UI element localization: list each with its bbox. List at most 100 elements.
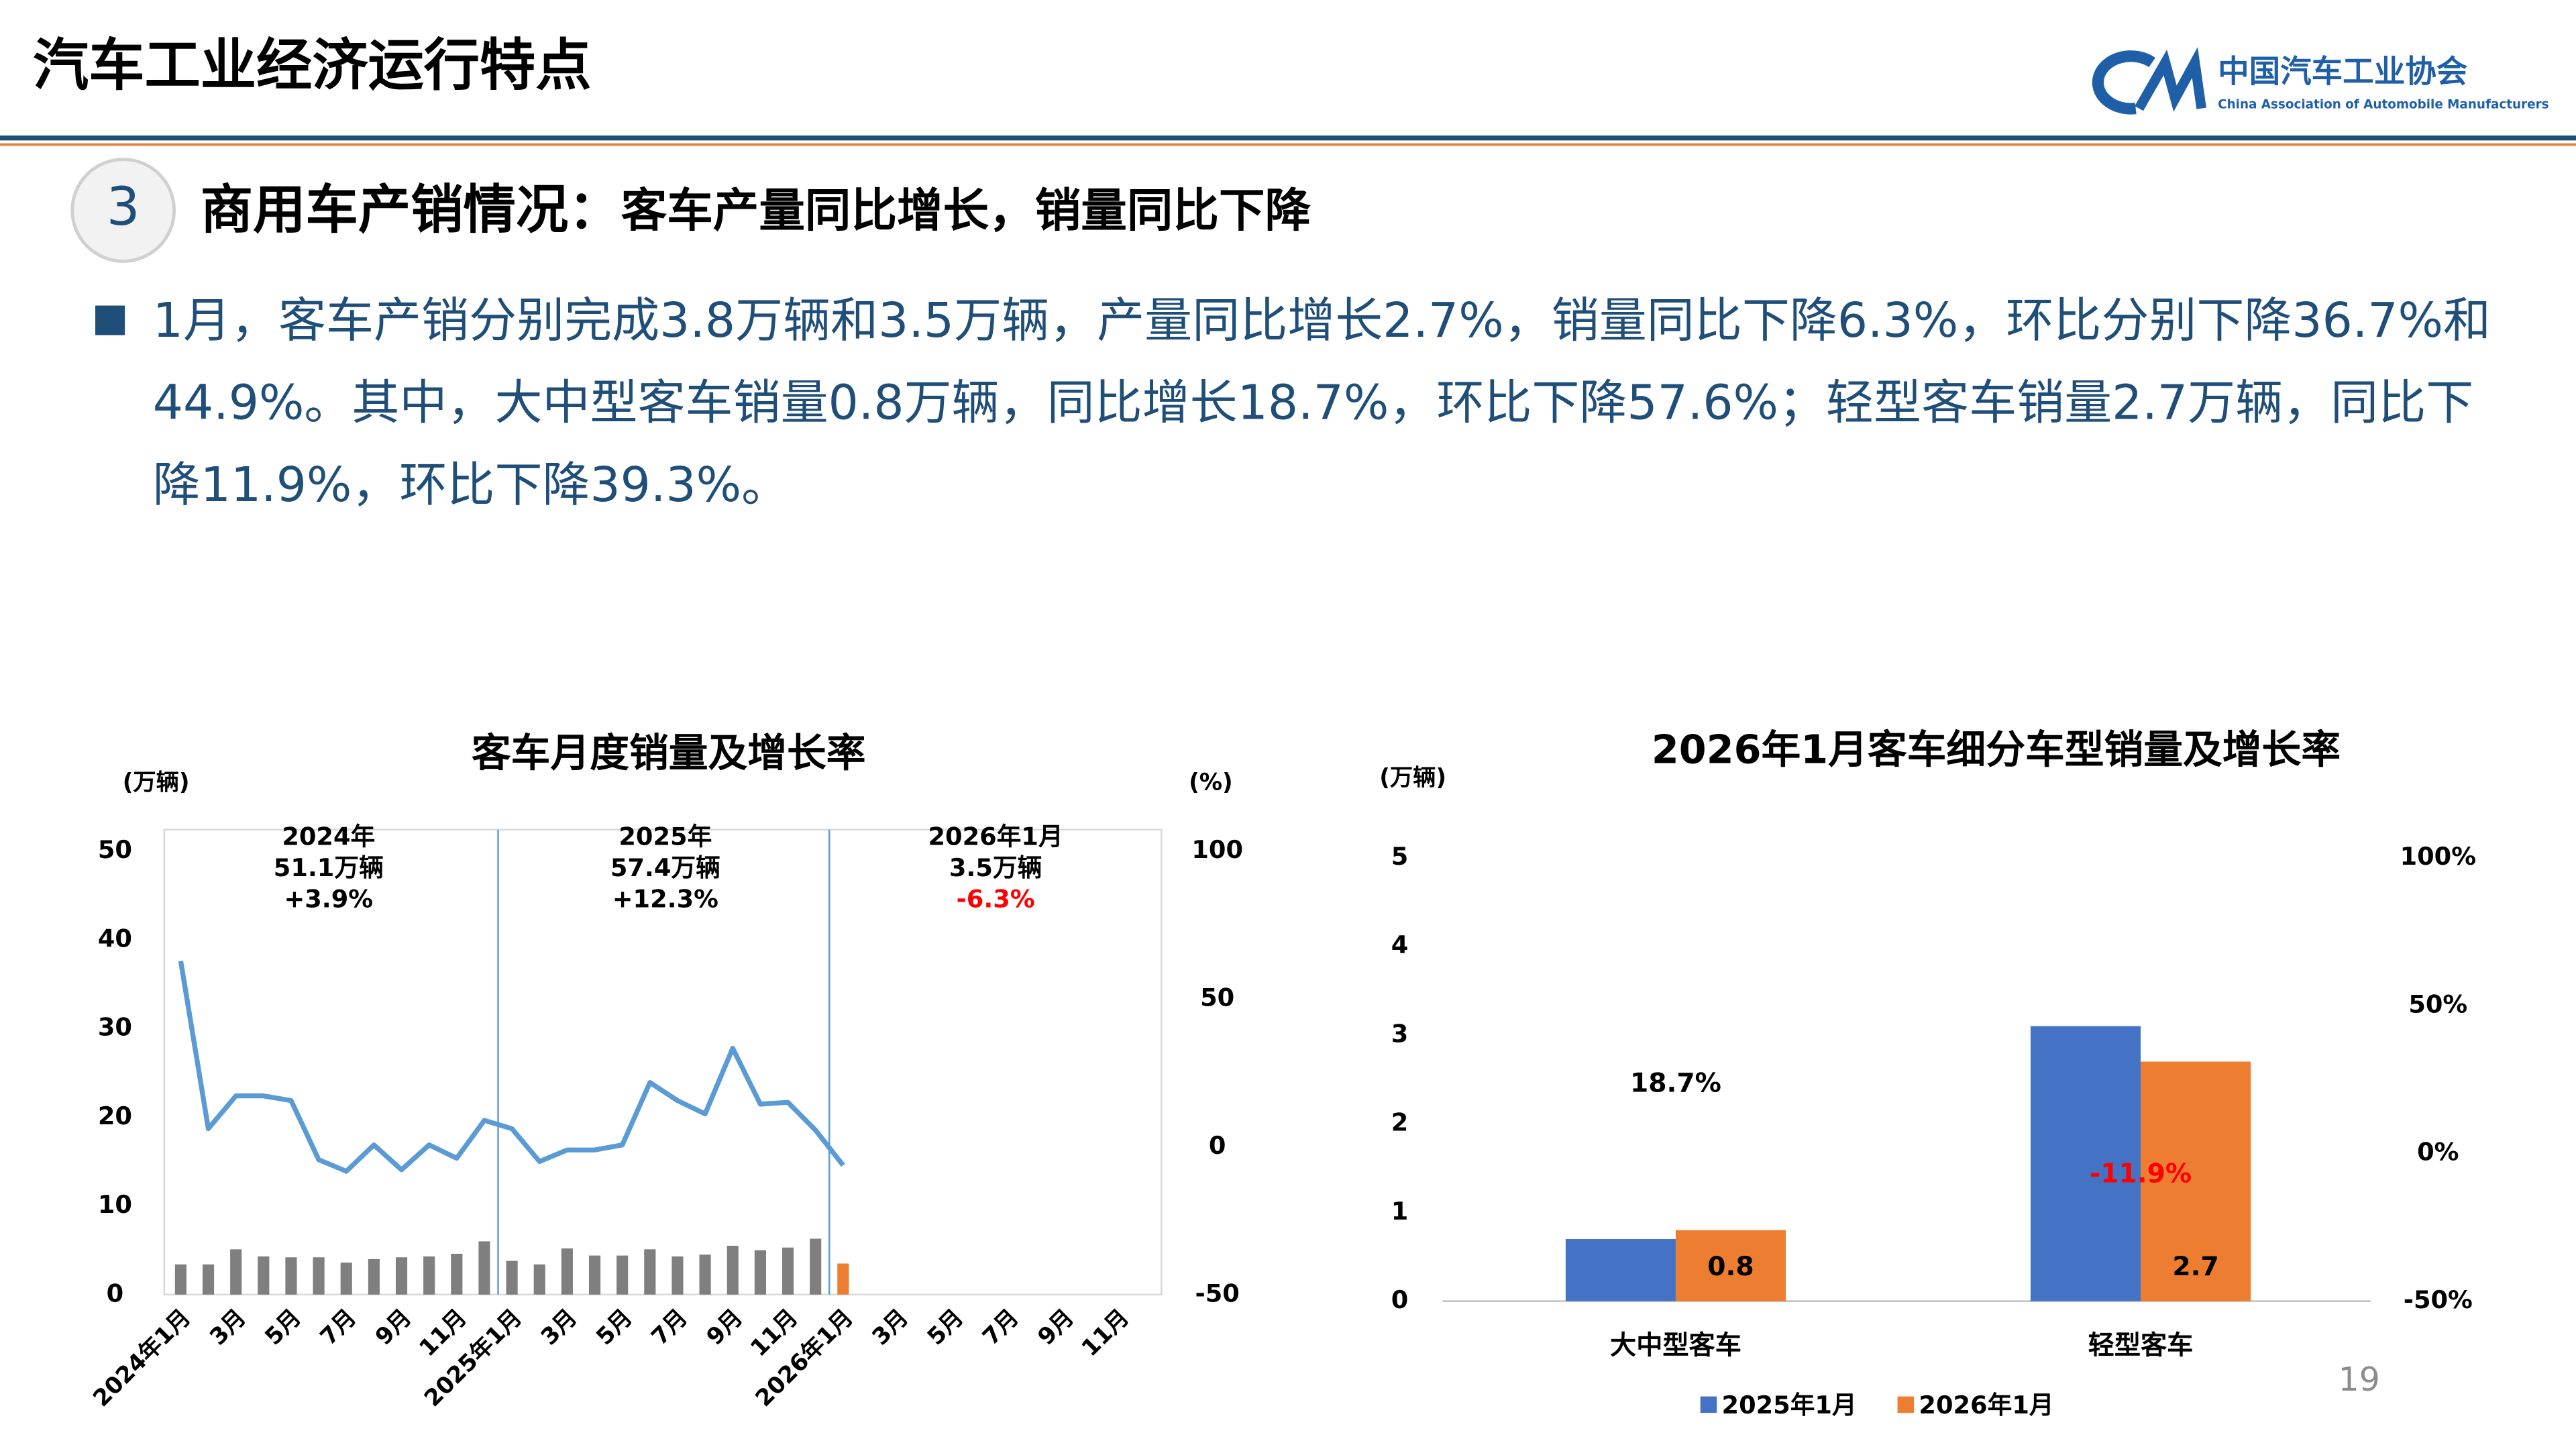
bar	[810, 1238, 822, 1295]
y2-axis-label: (%)	[1189, 769, 1233, 796]
bullet-text: 1月，客车产销分别完成3.8万辆和3.5万辆，产量同比增长2.7%，销量同比下降…	[152, 292, 2491, 513]
page-title: 汽车工业经济运行特点	[33, 33, 592, 98]
page-number: 19	[2339, 1360, 2380, 1399]
bar	[174, 1264, 186, 1295]
org-name: 中国汽车工业协会	[2218, 54, 2468, 90]
bar	[616, 1255, 629, 1295]
x-tick-label: 2024年1月	[88, 1304, 196, 1412]
y-tick-label: 20	[98, 1102, 132, 1130]
bar	[368, 1258, 380, 1295]
data-label: 0.8	[1707, 1252, 1754, 1282]
bar	[782, 1247, 794, 1295]
y-tick-label: 1	[1391, 1197, 1409, 1226]
bar	[230, 1249, 242, 1295]
growth-label: 18.7%	[1630, 1069, 1721, 1099]
annotation: 51.1万辆	[274, 853, 384, 882]
y-axis-label: (万辆)	[1379, 764, 1446, 791]
x-tick-label: 7月	[646, 1304, 692, 1350]
y-tick-label: 10	[98, 1190, 132, 1219]
legend-swatch	[1897, 1396, 1915, 1413]
y2-tick-label: 100%	[2400, 842, 2476, 871]
bar	[2030, 1026, 2141, 1301]
bar	[754, 1250, 766, 1295]
bar	[258, 1256, 270, 1295]
y-tick-label: 4	[1391, 930, 1409, 959]
annotation: 2026年1月	[928, 822, 1063, 851]
bar	[727, 1246, 739, 1295]
section-number: 3	[107, 176, 140, 237]
bar	[451, 1253, 463, 1295]
x-tick-label: 3月	[867, 1304, 914, 1350]
x-tick-label: 3月	[536, 1304, 582, 1350]
line-series	[178, 960, 845, 1174]
x-tick-label: 大中型客车	[1610, 1331, 1741, 1361]
x-tick-label: 7月	[977, 1304, 1024, 1350]
y-tick-label: 2	[1391, 1108, 1409, 1137]
annotation: -6.3%	[957, 885, 1035, 914]
x-tick-label: 3月	[205, 1304, 251, 1350]
x-tick-label: 5月	[922, 1304, 969, 1350]
bar	[588, 1255, 601, 1295]
x-tick-label: 7月	[315, 1304, 362, 1350]
legend-label: 2026年1月	[1919, 1391, 2053, 1419]
bar	[644, 1249, 656, 1295]
y-tick-label: 40	[98, 924, 132, 953]
section-badge	[70, 158, 176, 263]
plot-frame	[163, 828, 1163, 1296]
legend-label: 2025年1月	[1722, 1391, 1857, 1419]
y-tick-label: 5	[1391, 842, 1409, 871]
subheading: 客车产量同比增长，销量同比下降	[621, 184, 1311, 237]
bar	[423, 1256, 435, 1295]
y-axis-label: (万辆)	[123, 769, 190, 796]
bar	[1675, 1230, 1786, 1301]
y-tick-label: 0	[1391, 1285, 1409, 1314]
bar	[672, 1256, 684, 1295]
x-tick-label: 轻型客车	[2088, 1331, 2194, 1361]
bullet-box: 1月，客车产销分别完成3.8万辆和3.5万辆，产量同比增长2.7%，销量同比下降…	[152, 292, 2491, 513]
y-tick-label: 3	[1391, 1019, 1409, 1048]
legend-swatch	[1700, 1396, 1717, 1413]
annotation: +3.9%	[284, 885, 373, 914]
bar	[313, 1257, 325, 1295]
x-tick-label: 9月	[702, 1304, 748, 1350]
bar	[340, 1263, 352, 1295]
bar	[2141, 1061, 2251, 1301]
org-name-en: China Association of Automobile Manufact…	[2218, 98, 2549, 112]
y-tick-label: 0	[107, 1279, 124, 1307]
y2-tick-label: 50	[1200, 983, 1234, 1012]
y2-tick-label: -50	[1195, 1279, 1240, 1307]
annotation: 57.4万辆	[610, 853, 720, 882]
y2-tick-label: 0	[1209, 1131, 1226, 1160]
y2-tick-label: 100	[1191, 835, 1243, 864]
annotation: +12.3%	[612, 885, 718, 914]
growth-label: -11.9%	[2090, 1159, 2192, 1189]
bullet-marker	[95, 305, 125, 335]
heading: 商用车产销情况：	[201, 180, 621, 241]
x-tick-label: 9月	[1032, 1304, 1079, 1350]
bar	[506, 1260, 518, 1295]
y2-tick-label: 50%	[2408, 989, 2467, 1018]
y-tick-label: 30	[98, 1013, 132, 1042]
bar	[478, 1241, 490, 1295]
y2-tick-label: -50%	[2404, 1285, 2473, 1314]
bar	[285, 1257, 297, 1295]
section-heading: 商用车产销情况：客车产量同比增长，销量同比下降	[201, 180, 1311, 241]
logo	[2092, 47, 2206, 115]
bar	[699, 1254, 711, 1295]
y2-tick-label: 0%	[2417, 1138, 2459, 1167]
chart-title: 2026年1月客车细分车型销量及增长率	[1652, 727, 2341, 773]
x-tick-label: 5月	[260, 1304, 306, 1350]
annotation: 3.5万辆	[949, 853, 1042, 882]
chart-title: 客车月度销量及增长率	[472, 730, 866, 776]
bar	[561, 1248, 573, 1295]
bar	[395, 1257, 408, 1295]
bar	[202, 1264, 215, 1295]
x-tick-label: 5月	[591, 1304, 637, 1350]
annotation: 2024年	[282, 822, 375, 851]
annotation: 2025年	[619, 822, 712, 851]
x-tick-label: 11月	[1077, 1304, 1134, 1362]
x-tick-label: 9月	[370, 1304, 417, 1350]
y-tick-label: 50	[98, 835, 132, 864]
bar	[533, 1264, 545, 1295]
data-label: 2.7	[2172, 1252, 2218, 1282]
